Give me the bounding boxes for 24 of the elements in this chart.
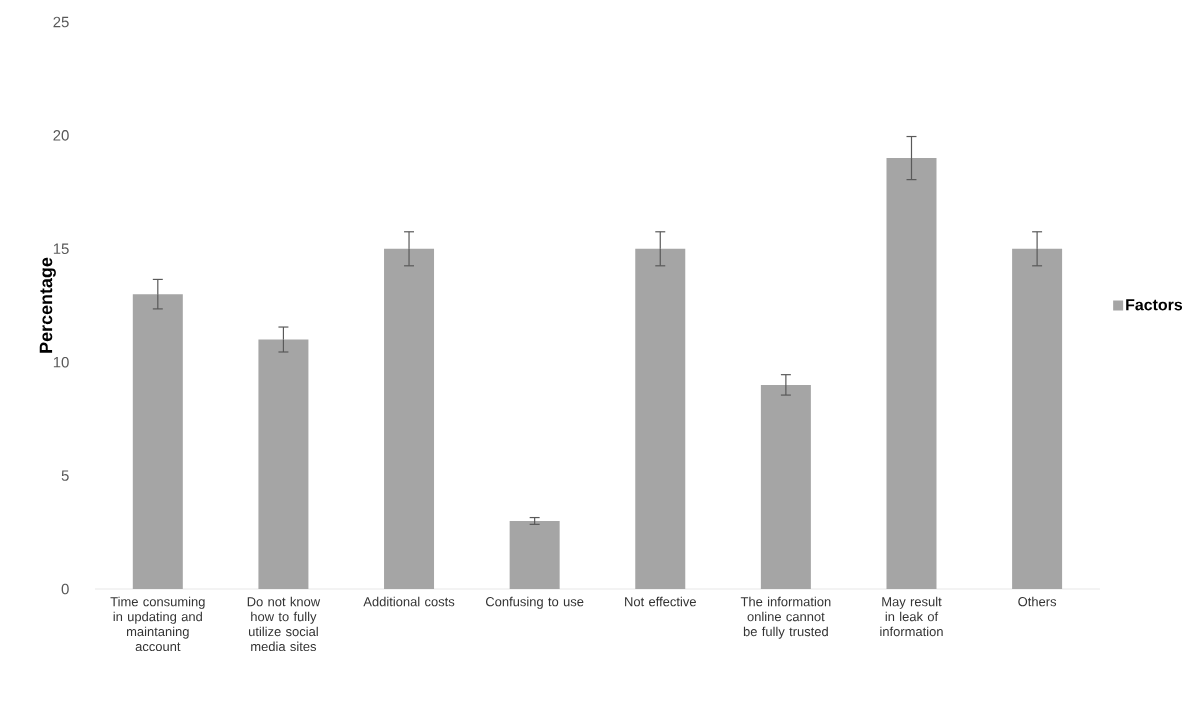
- x-tick-label: Time consuming in updating and maintaning account: [110, 596, 205, 652]
- y-axis-title: Percentage: [39, 257, 56, 353]
- y-tick-label: 25: [53, 16, 69, 28]
- bar: [258, 339, 309, 589]
- y-tick-label: 10: [53, 356, 69, 368]
- bar: [886, 158, 937, 589]
- bar: [509, 520, 560, 589]
- legend-label: Factors: [1126, 299, 1183, 311]
- x-tick-label: Do not know how to fully utilize social media sites: [247, 596, 321, 652]
- y-tick-label: 15: [53, 243, 69, 254]
- bar: [1012, 248, 1063, 589]
- bar: [635, 248, 686, 589]
- x-tick-label: May result in leak of information: [880, 596, 943, 637]
- y-tick-label: 20: [53, 130, 69, 141]
- y-tick-label: 0: [61, 583, 69, 595]
- x-tick-label: Additional costs: [363, 596, 455, 607]
- x-tick-label: Not effective: [625, 596, 696, 607]
- x-tick-label: Others: [1018, 596, 1057, 607]
- x-tick-label: Confusing to use: [485, 596, 584, 609]
- bar: [760, 384, 811, 589]
- bar: [384, 248, 435, 589]
- x-tick-label: The information online cannot be fully trusted: [740, 596, 831, 639]
- y-tick-label: 5: [61, 470, 69, 481]
- bar: [132, 294, 183, 589]
